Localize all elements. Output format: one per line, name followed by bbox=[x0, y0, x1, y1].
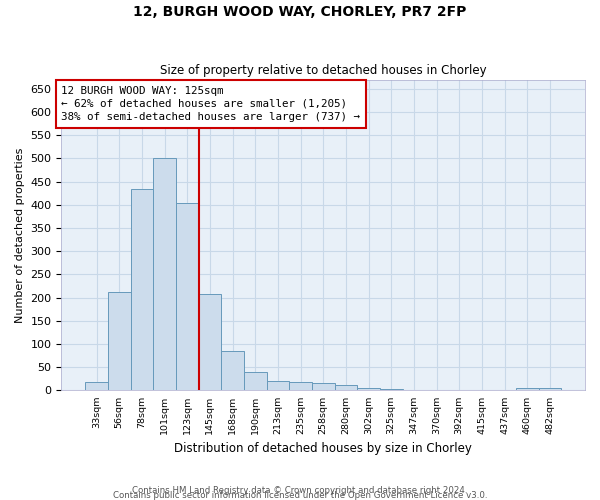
Bar bbox=[357, 388, 380, 390]
Text: 12 BURGH WOOD WAY: 125sqm
← 62% of detached houses are smaller (1,205)
38% of se: 12 BURGH WOOD WAY: 125sqm ← 62% of detac… bbox=[61, 86, 361, 122]
X-axis label: Distribution of detached houses by size in Chorley: Distribution of detached houses by size … bbox=[174, 442, 472, 455]
Bar bbox=[516, 388, 539, 390]
Text: 12, BURGH WOOD WAY, CHORLEY, PR7 2FP: 12, BURGH WOOD WAY, CHORLEY, PR7 2FP bbox=[133, 5, 467, 19]
Bar bbox=[244, 372, 266, 390]
Bar bbox=[266, 381, 289, 390]
Text: Contains public sector information licensed under the Open Government Licence v3: Contains public sector information licen… bbox=[113, 491, 487, 500]
Bar bbox=[335, 385, 357, 390]
Bar bbox=[85, 382, 108, 390]
Bar bbox=[176, 202, 199, 390]
Bar bbox=[539, 388, 561, 390]
Bar bbox=[153, 158, 176, 390]
Bar bbox=[312, 384, 335, 390]
Y-axis label: Number of detached properties: Number of detached properties bbox=[15, 148, 25, 322]
Text: Contains HM Land Registry data © Crown copyright and database right 2024.: Contains HM Land Registry data © Crown c… bbox=[132, 486, 468, 495]
Bar bbox=[108, 292, 131, 390]
Title: Size of property relative to detached houses in Chorley: Size of property relative to detached ho… bbox=[160, 64, 487, 77]
Bar bbox=[221, 351, 244, 391]
Bar bbox=[131, 188, 153, 390]
Bar bbox=[199, 294, 221, 390]
Bar bbox=[289, 382, 312, 390]
Bar bbox=[380, 389, 403, 390]
